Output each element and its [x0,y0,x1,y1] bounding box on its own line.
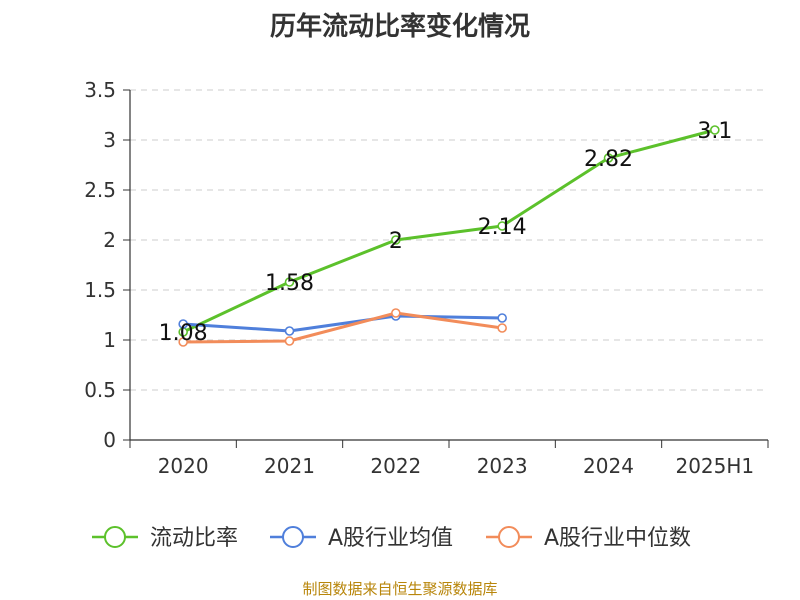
y-tick-label: 2.5 [84,178,116,202]
series-line-2 [183,314,503,333]
data-point [284,277,295,287]
data-point [710,125,720,135]
y-tick-label: 0 [103,428,116,452]
data-point [178,337,188,347]
data-point [497,221,507,231]
source-note: 制图数据来自恒生聚源数据库 [302,580,498,598]
data-label: 2.82 [584,147,633,172]
data-point [284,326,295,336]
x-tick-label: 2025H1 [675,454,754,478]
data-label: 2 [389,229,403,254]
legend-marker [498,526,520,548]
data-label: 1.58 [265,271,314,296]
legend-marker [104,526,126,548]
y-tick-label: 2 [103,228,116,252]
data-point [178,319,188,329]
y-tick-label: 0.5 [84,378,116,402]
chart-title: 历年流动比率变化情况 [269,12,530,42]
series-line-1 [182,128,716,334]
y-tick-label: 3 [103,128,116,152]
y-tick-label: 1.5 [84,278,116,302]
legend-label: 流动比率 [150,526,238,551]
y-tick-label: 1 [103,328,116,352]
data-label: 1.08 [159,321,208,346]
data-point [284,336,295,346]
x-tick-label: 2024 [583,454,634,478]
legend-label: A股行业均值 [328,526,453,551]
y-tick-label: 3.5 [84,78,116,102]
x-tick-label: 2020 [158,454,209,478]
data-point [497,323,507,333]
x-tick-label: 2022 [370,454,421,478]
series-line-3 [183,311,503,344]
legend-label: A股行业中位数 [544,526,691,551]
data-label: 3.1 [697,119,732,144]
legend-marker [282,526,304,548]
data-label: 2.14 [478,215,527,240]
x-tick-label: 2023 [477,454,528,478]
data-point [391,235,401,245]
data-point [603,153,614,163]
data-point [497,313,507,323]
data-point [391,308,401,318]
x-tick-label: 2021 [264,454,315,478]
